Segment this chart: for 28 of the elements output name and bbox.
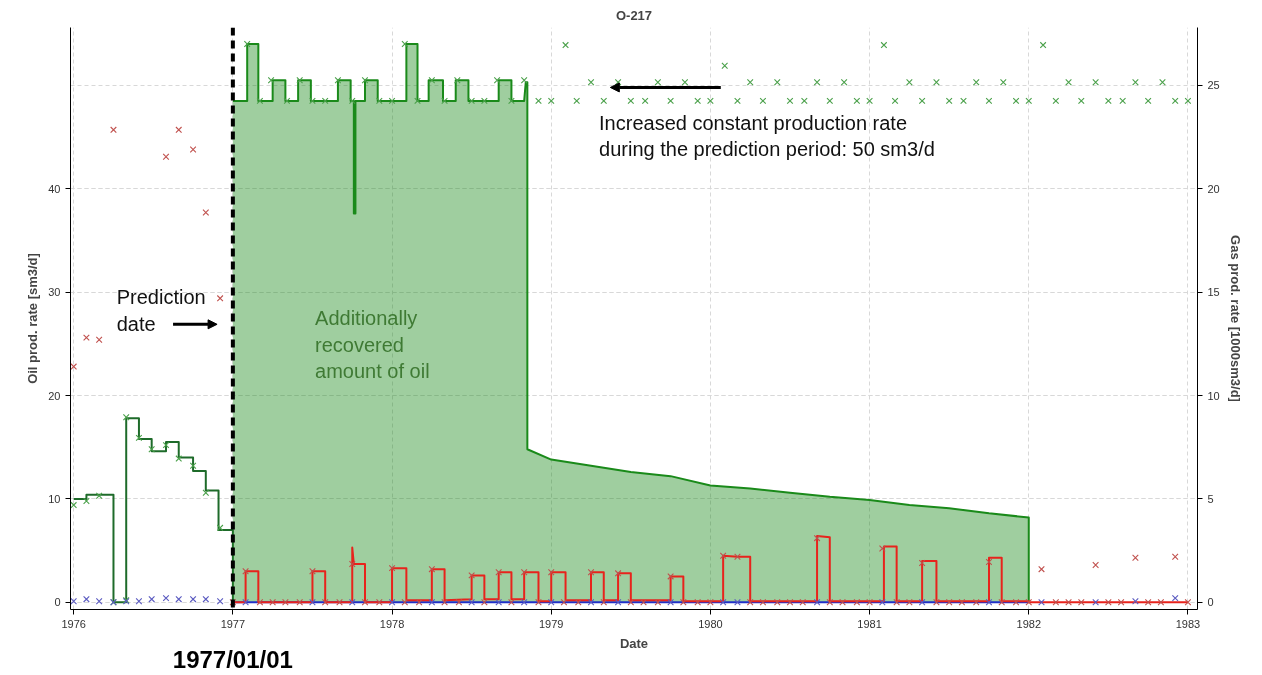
y2-axis-title: Gas prod. rate [1000sm3/d] [1227, 235, 1243, 402]
annotation: Prediction date [116, 286, 206, 335]
x-tick-label: 1978 [379, 617, 405, 630]
x-tick-label: 1983 [1175, 617, 1201, 630]
y-axis-title: Oil prod. rate [sm3/d] [25, 253, 41, 384]
y2-tick-label: 5 [1207, 492, 1214, 505]
x-tick-label: 1977 [220, 617, 246, 630]
annotation: Increased constant production rate during the prediction period: 50 sm3/d [599, 111, 935, 161]
y-tick-label: 20 [48, 389, 61, 402]
annotation: Additionally recovered amount of oil [315, 307, 430, 383]
x-tick-label: 1976 [61, 617, 86, 630]
x-tick-label: 1982 [1016, 617, 1042, 630]
chart-title: O-217 [615, 7, 653, 23]
y2-tick-label: 10 [1207, 389, 1220, 402]
x-tick-label: 1980 [698, 617, 723, 630]
y-tick-label: 0 [54, 596, 61, 609]
y2-tick-label: 20 [1207, 182, 1220, 195]
y2-tick-label: 25 [1207, 79, 1220, 92]
ref-line-label: 1977/01/01 [172, 645, 293, 673]
y2-tick-label: 0 [1207, 596, 1214, 609]
y-tick-label: 10 [48, 492, 61, 505]
y-tick-label: 30 [48, 286, 61, 299]
x-axis-title: Date [619, 635, 649, 651]
y2-tick-label: 15 [1207, 286, 1220, 299]
x-tick-label: 1979 [538, 617, 564, 630]
line-series [72, 417, 234, 604]
x-tick-label: 1981 [857, 617, 882, 630]
y-tick-label: 40 [48, 182, 61, 195]
